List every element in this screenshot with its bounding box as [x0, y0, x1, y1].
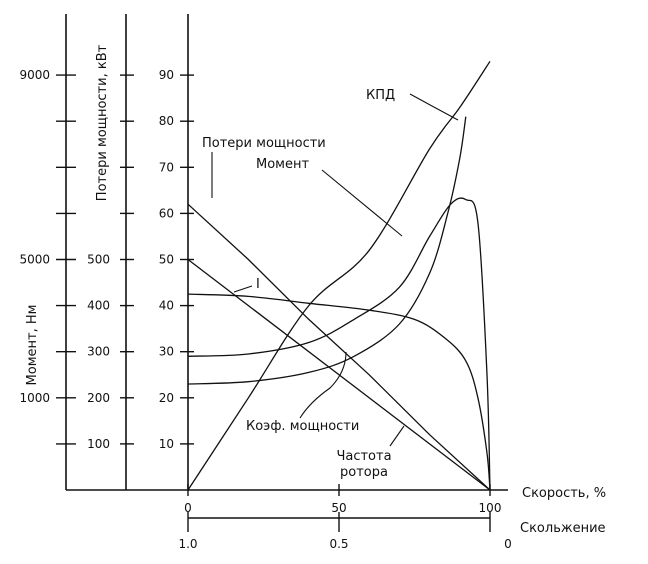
efficiency-leader [409, 93, 459, 121]
rotor-frequency-leader [389, 425, 405, 447]
power-loss-tick-label: 200 [87, 391, 110, 405]
main-y-tick-label: 40 [159, 299, 174, 313]
efficiency-label: КПД [366, 88, 395, 103]
power-loss-axis-title: Потери мощности, кВт [95, 44, 110, 201]
slip-tick-label: 0.5 [329, 537, 348, 551]
x-tick-label: 100 [479, 501, 502, 515]
torque-tick-label: 5000 [19, 253, 50, 267]
main-y-tick-label: 80 [159, 114, 174, 128]
slip-tick-label: 0 [504, 537, 512, 551]
power-factor-label: Коэф. мощности [246, 419, 359, 434]
slip-axis-title: Скольжение [520, 521, 606, 536]
torque-label: Момент [256, 157, 309, 172]
main-y-tick-label: 30 [159, 345, 174, 359]
x-tick-label: 50 [331, 501, 346, 515]
power-factor-leader [299, 351, 347, 419]
power-loss-tick-label: 300 [87, 345, 110, 359]
current-curve [187, 293, 491, 491]
torque-tick-label: 1000 [19, 391, 50, 405]
torque-axis-title: Момент, Нм [25, 305, 40, 386]
main-y-tick-label: 90 [159, 68, 174, 82]
torque-leader [321, 169, 403, 237]
current-label: I [256, 277, 260, 292]
main-y-tick-label: 50 [159, 253, 174, 267]
power-loss-tick-label: 100 [87, 437, 110, 451]
power-loss-curve [187, 203, 491, 491]
rotor-frequency-label-line1: Частота [336, 449, 391, 464]
slip-tick-label: 1.0 [178, 537, 197, 551]
current-leader [233, 285, 253, 293]
power-loss-label: Потери мощности [202, 136, 326, 151]
x-tick-label: 0 [184, 501, 192, 515]
torque-tick-label: 9000 [19, 68, 50, 82]
main-y-tick-label: 10 [159, 437, 174, 451]
main-y-tick-label: 60 [159, 206, 174, 220]
efficiency-curve [187, 60, 491, 491]
x-axis-title: Скорость, % [522, 486, 606, 501]
power-loss-tick-label: 400 [87, 299, 110, 313]
rotor-frequency-label-line2: ротора [340, 465, 388, 480]
main-y-tick-label: 70 [159, 160, 174, 174]
main-y-tick-label: 20 [159, 391, 174, 405]
power-factor-curve [187, 116, 467, 385]
rotor-frequency-curve [187, 258, 491, 491]
torque-curve [187, 197, 491, 491]
power-loss-tick-label: 500 [87, 253, 110, 267]
